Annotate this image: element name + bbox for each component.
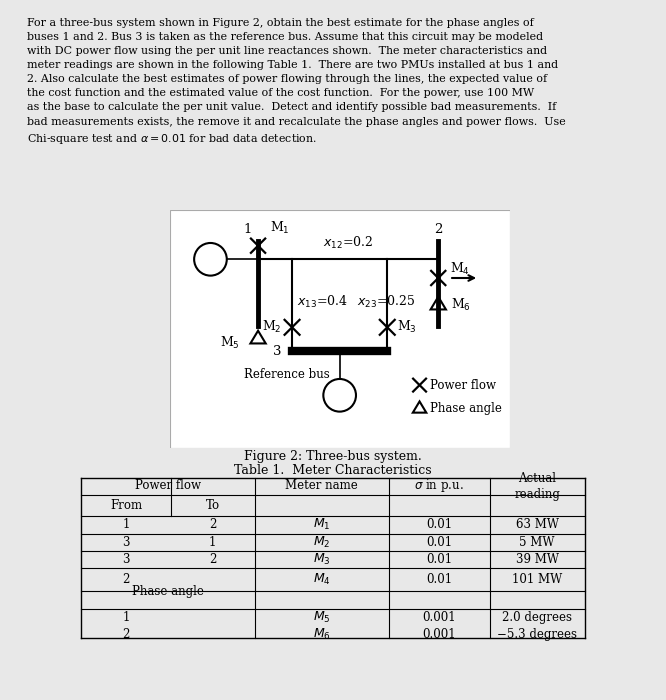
Text: 2: 2 bbox=[209, 553, 216, 566]
Text: 0.001: 0.001 bbox=[422, 610, 456, 624]
Text: 39 MW: 39 MW bbox=[515, 553, 559, 566]
Text: M$_6$: M$_6$ bbox=[451, 298, 471, 314]
Text: M$_4$: M$_4$ bbox=[450, 260, 470, 276]
Text: Figure 2: Three-bus system.: Figure 2: Three-bus system. bbox=[244, 450, 422, 463]
Text: $x_{23}$=0.25: $x_{23}$=0.25 bbox=[357, 294, 415, 310]
Text: M$_5$: M$_5$ bbox=[220, 335, 239, 351]
Text: $M_2$: $M_2$ bbox=[313, 535, 330, 550]
Text: $x_{12}$=0.2: $x_{12}$=0.2 bbox=[323, 235, 373, 251]
Text: M$_3$: M$_3$ bbox=[398, 319, 418, 335]
Text: 101 MW: 101 MW bbox=[512, 573, 562, 587]
Text: $M_6$: $M_6$ bbox=[313, 626, 331, 642]
Text: M$_1$: M$_1$ bbox=[270, 219, 290, 235]
Text: $M_3$: $M_3$ bbox=[313, 552, 330, 567]
Text: Reference bus: Reference bus bbox=[244, 368, 330, 381]
Text: 1: 1 bbox=[123, 518, 130, 531]
Text: 63 MW: 63 MW bbox=[515, 518, 559, 531]
Text: 0.01: 0.01 bbox=[426, 536, 452, 549]
Text: −5.3 degrees: −5.3 degrees bbox=[498, 628, 577, 640]
Text: 0.001: 0.001 bbox=[422, 628, 456, 640]
Text: 1: 1 bbox=[244, 223, 252, 235]
Text: Power flow: Power flow bbox=[430, 379, 496, 391]
Text: 2.0 degrees: 2.0 degrees bbox=[502, 610, 572, 624]
Text: 0.01: 0.01 bbox=[426, 518, 452, 531]
Text: 0.01: 0.01 bbox=[426, 573, 452, 587]
Text: 2: 2 bbox=[434, 223, 442, 235]
Text: 3: 3 bbox=[123, 536, 130, 549]
Text: $M_4$: $M_4$ bbox=[313, 573, 331, 587]
Text: From: From bbox=[110, 499, 142, 512]
Text: 0.01: 0.01 bbox=[426, 553, 452, 566]
Text: $M_5$: $M_5$ bbox=[313, 610, 330, 625]
Text: To: To bbox=[206, 499, 220, 512]
Text: 1: 1 bbox=[209, 536, 216, 549]
Text: M$_2$: M$_2$ bbox=[262, 319, 282, 335]
Text: For a three-bus system shown in Figure 2, obtain the best estimate for the phase: For a three-bus system shown in Figure 2… bbox=[27, 18, 565, 146]
Text: $x_{13}$=0.4: $x_{13}$=0.4 bbox=[297, 294, 348, 310]
Text: Table 1.  Meter Characteristics: Table 1. Meter Characteristics bbox=[234, 464, 432, 477]
Text: Phase angle: Phase angle bbox=[430, 402, 501, 415]
Text: Phase angle: Phase angle bbox=[132, 585, 204, 598]
Text: Actual
reading: Actual reading bbox=[514, 472, 560, 501]
Text: 2: 2 bbox=[123, 573, 130, 587]
Text: 2: 2 bbox=[209, 518, 216, 531]
Text: 3: 3 bbox=[273, 344, 282, 358]
Text: $\sigma$ in p.u.: $\sigma$ in p.u. bbox=[414, 477, 464, 494]
Text: 5 MW: 5 MW bbox=[519, 536, 555, 549]
Text: 1: 1 bbox=[123, 610, 130, 624]
Text: 3: 3 bbox=[123, 553, 130, 566]
Text: 2: 2 bbox=[123, 628, 130, 640]
Text: $M_1$: $M_1$ bbox=[313, 517, 330, 533]
Text: Meter name: Meter name bbox=[286, 479, 358, 491]
Text: Power flow: Power flow bbox=[135, 479, 201, 491]
